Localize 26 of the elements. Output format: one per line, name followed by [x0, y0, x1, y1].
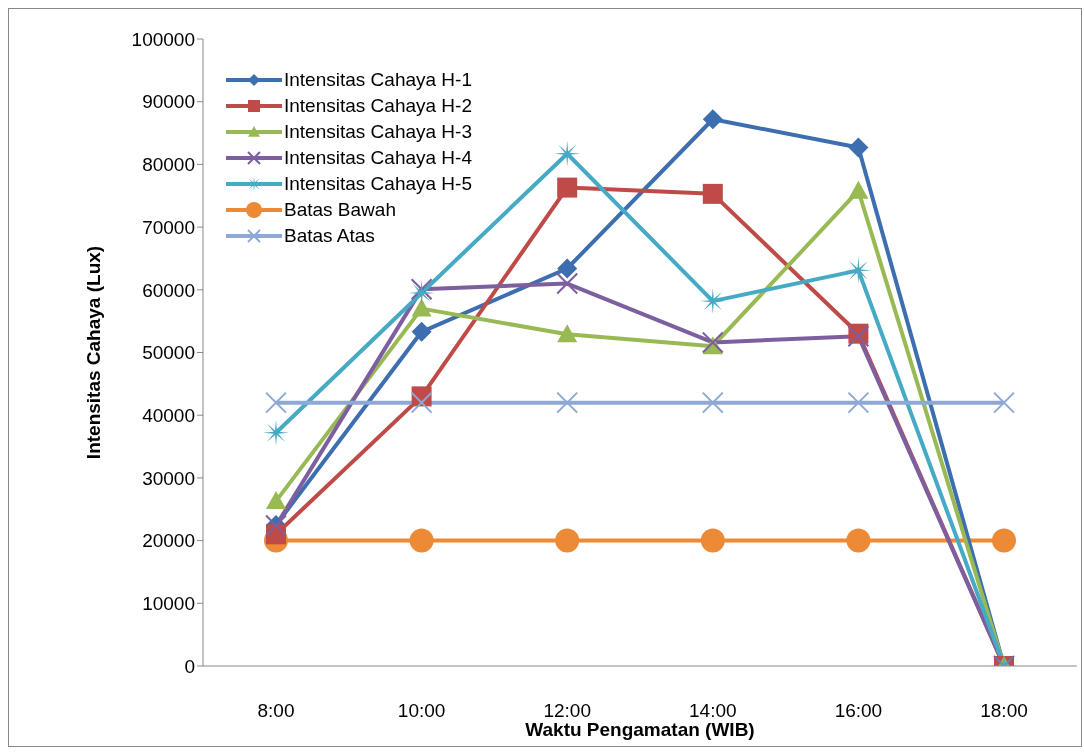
legend-label: Intensitas Cahaya H-5 [284, 173, 472, 195]
y-tick-label: 50000 [142, 342, 195, 364]
x-tick-label: 8:00 [257, 700, 295, 722]
x-axis-title: Waktu Pengamatan (WIB) [525, 719, 755, 740]
legend-label: Intensitas Cahaya H-1 [284, 69, 472, 91]
y-tick-label: 30000 [142, 467, 195, 489]
legend-label: Intensitas Cahaya H-3 [284, 121, 472, 143]
legend-label: Intensitas Cahaya H-4 [284, 147, 472, 169]
legend-label: Batas Atas [284, 225, 375, 247]
x-tick-label: 10:00 [397, 700, 446, 722]
y-axis-title: Intensitas Cahaya (Lux) [82, 245, 104, 460]
x-tick-label: 14:00 [689, 700, 737, 722]
x-tick-label: 18:00 [980, 700, 1028, 722]
legend-label: Intensitas Cahaya H-2 [284, 95, 472, 117]
y-tick-label: 60000 [142, 279, 195, 301]
y-tick-label: 100000 [131, 28, 195, 50]
y-tick-label: 10000 [142, 593, 195, 615]
y-tick-label: 20000 [142, 530, 195, 552]
y-tick-label: 80000 [142, 154, 195, 176]
y-tick-label: 70000 [142, 216, 195, 238]
y-tick-label: 0 [184, 655, 195, 677]
y-tick-label: 90000 [142, 91, 195, 113]
legend-label: Batas Bawah [284, 199, 396, 221]
y-tick-label: 40000 [142, 404, 195, 426]
x-tick-label: 12:00 [543, 700, 591, 722]
x-tick-label: 16:00 [834, 700, 883, 722]
